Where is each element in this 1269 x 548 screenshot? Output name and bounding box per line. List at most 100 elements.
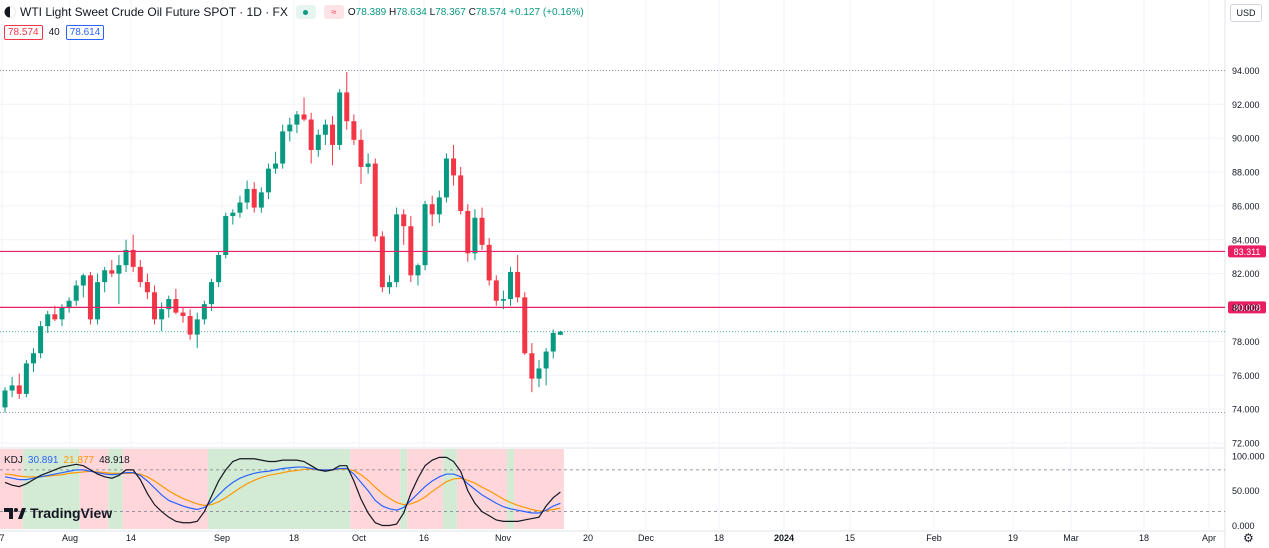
time-tick-label: Sep [214, 533, 230, 543]
candle-body [351, 121, 357, 140]
candle-body [550, 332, 556, 352]
candle-body [472, 217, 478, 254]
spread-value: 40 [48, 27, 60, 38]
price-tick-label: 84.000 [1232, 235, 1260, 245]
candle-body [208, 282, 214, 305]
kdj-zone-bull [22, 449, 80, 529]
candle-body [379, 236, 385, 288]
price-tick-label: 82.000 [1232, 269, 1260, 279]
candle-body [258, 192, 264, 208]
price-line-label-bg [1228, 301, 1266, 314]
circle-half-icon [4, 6, 16, 18]
candle-body [2, 390, 8, 408]
candle-body [344, 92, 350, 122]
candle-body [372, 163, 378, 237]
time-tick-label: 16 [419, 533, 429, 543]
candle-body [486, 244, 492, 281]
kdj-j-value: 48.918 [99, 455, 130, 466]
candle-body [109, 270, 115, 274]
tradingview-logo[interactable]: TradingView [4, 505, 112, 521]
candle-body [223, 216, 229, 256]
candle-body [194, 319, 200, 335]
price-tick-label: 94.000 [1232, 66, 1260, 76]
time-tick-label: Dec [638, 533, 655, 543]
candle-body [386, 282, 392, 288]
kdj-tick-label: 100.000 [1232, 451, 1265, 461]
candle-body [536, 368, 542, 379]
time-tick-label: 7 [0, 533, 5, 543]
axes: 94.000 92.000 90.000 88.000 86.000 84.000 82.0… [0, 66, 1265, 543]
candle-body [137, 266, 143, 283]
candle-body [230, 212, 236, 217]
kdj-lines [4, 456, 561, 527]
candle-body [365, 163, 371, 167]
reference-lines [0, 70, 1225, 413]
kdj-zone-bull [442, 449, 458, 529]
horizontal-price-lines[interactable]: 83.311 80.008 [0, 245, 1266, 314]
time-tick-label: 19 [1008, 533, 1018, 543]
sell-price[interactable]: 78.574 [4, 25, 43, 40]
candle-body [422, 204, 428, 266]
candle-body [394, 214, 400, 283]
candle-body [493, 280, 499, 301]
candle-body [87, 275, 93, 320]
candle-body [322, 124, 328, 135]
buy-price[interactable]: 78.614 [65, 25, 105, 40]
candle-body [458, 175, 464, 211]
candle-body [251, 188, 257, 208]
time-tick-label: Apr [1202, 533, 1216, 543]
tradingview-icon [4, 508, 26, 519]
candle-body [408, 226, 414, 276]
candle-body [123, 249, 129, 266]
candle-body [73, 285, 79, 301]
kdj-label[interactable]: KDJ [4, 455, 23, 466]
candle-body [287, 124, 293, 132]
time-tick-label: 18 [289, 533, 299, 543]
candle-body [557, 331, 563, 335]
data-delay-badge[interactable]: ≈ [323, 5, 344, 19]
market-status-badge[interactable] [295, 5, 316, 19]
candle-body [273, 163, 279, 169]
symbol-title[interactable]: WTI Light Sweet Crude Oil Future SPOT · … [20, 5, 288, 19]
candle-body [159, 309, 165, 320]
candle-body [280, 131, 286, 164]
candles [2, 72, 563, 413]
candle-body [465, 210, 471, 254]
change-value: +0.127 (+0.16%) [509, 6, 584, 18]
kdj-zone-bear [79, 449, 109, 529]
candle-body [38, 326, 44, 354]
kdj-tick-label: 50.000 [1232, 486, 1260, 496]
price-tick-label: 90.000 [1232, 134, 1260, 144]
kdj-zone-bear [457, 449, 507, 529]
time-tick-label: Mar [1063, 533, 1079, 543]
kdj-zone-bear [514, 449, 564, 529]
candle-body [130, 249, 136, 267]
price-tick-label: 78.000 [1232, 337, 1260, 347]
candle-body [216, 255, 222, 283]
kdj-d-line [4, 468, 561, 512]
candle-body [479, 217, 485, 245]
kdj-zones [0, 449, 1225, 529]
candle-body [173, 299, 179, 313]
currency-button[interactable]: USD [1230, 4, 1262, 22]
candle-body [237, 202, 243, 213]
kdj-zone-bear [350, 449, 401, 529]
candle-body [66, 300, 72, 308]
dot-icon [303, 9, 309, 15]
candle-body [451, 158, 457, 176]
candle-body [543, 351, 549, 369]
price-tick-label: 72.000 [1232, 439, 1260, 449]
candle-body [294, 114, 300, 125]
gear-icon[interactable]: ⚙ [1243, 531, 1254, 545]
candle-body [45, 314, 51, 327]
price-tick-label: 80.000 [1232, 303, 1260, 313]
candle-body [23, 363, 29, 394]
price-tick-label: 92.000 [1232, 100, 1260, 110]
candle-body [265, 168, 271, 193]
time-tick-label: 15 [845, 533, 855, 543]
price-line-label: 80.008 [1233, 303, 1261, 313]
candle-body [508, 271, 514, 300]
price-tick-label: 86.000 [1232, 201, 1260, 211]
kdj-tick-label: 0.000 [1232, 521, 1255, 531]
